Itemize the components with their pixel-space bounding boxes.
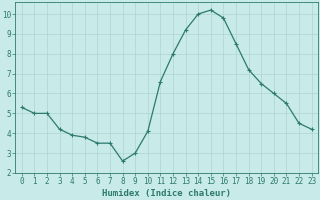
X-axis label: Humidex (Indice chaleur): Humidex (Indice chaleur) (102, 189, 231, 198)
